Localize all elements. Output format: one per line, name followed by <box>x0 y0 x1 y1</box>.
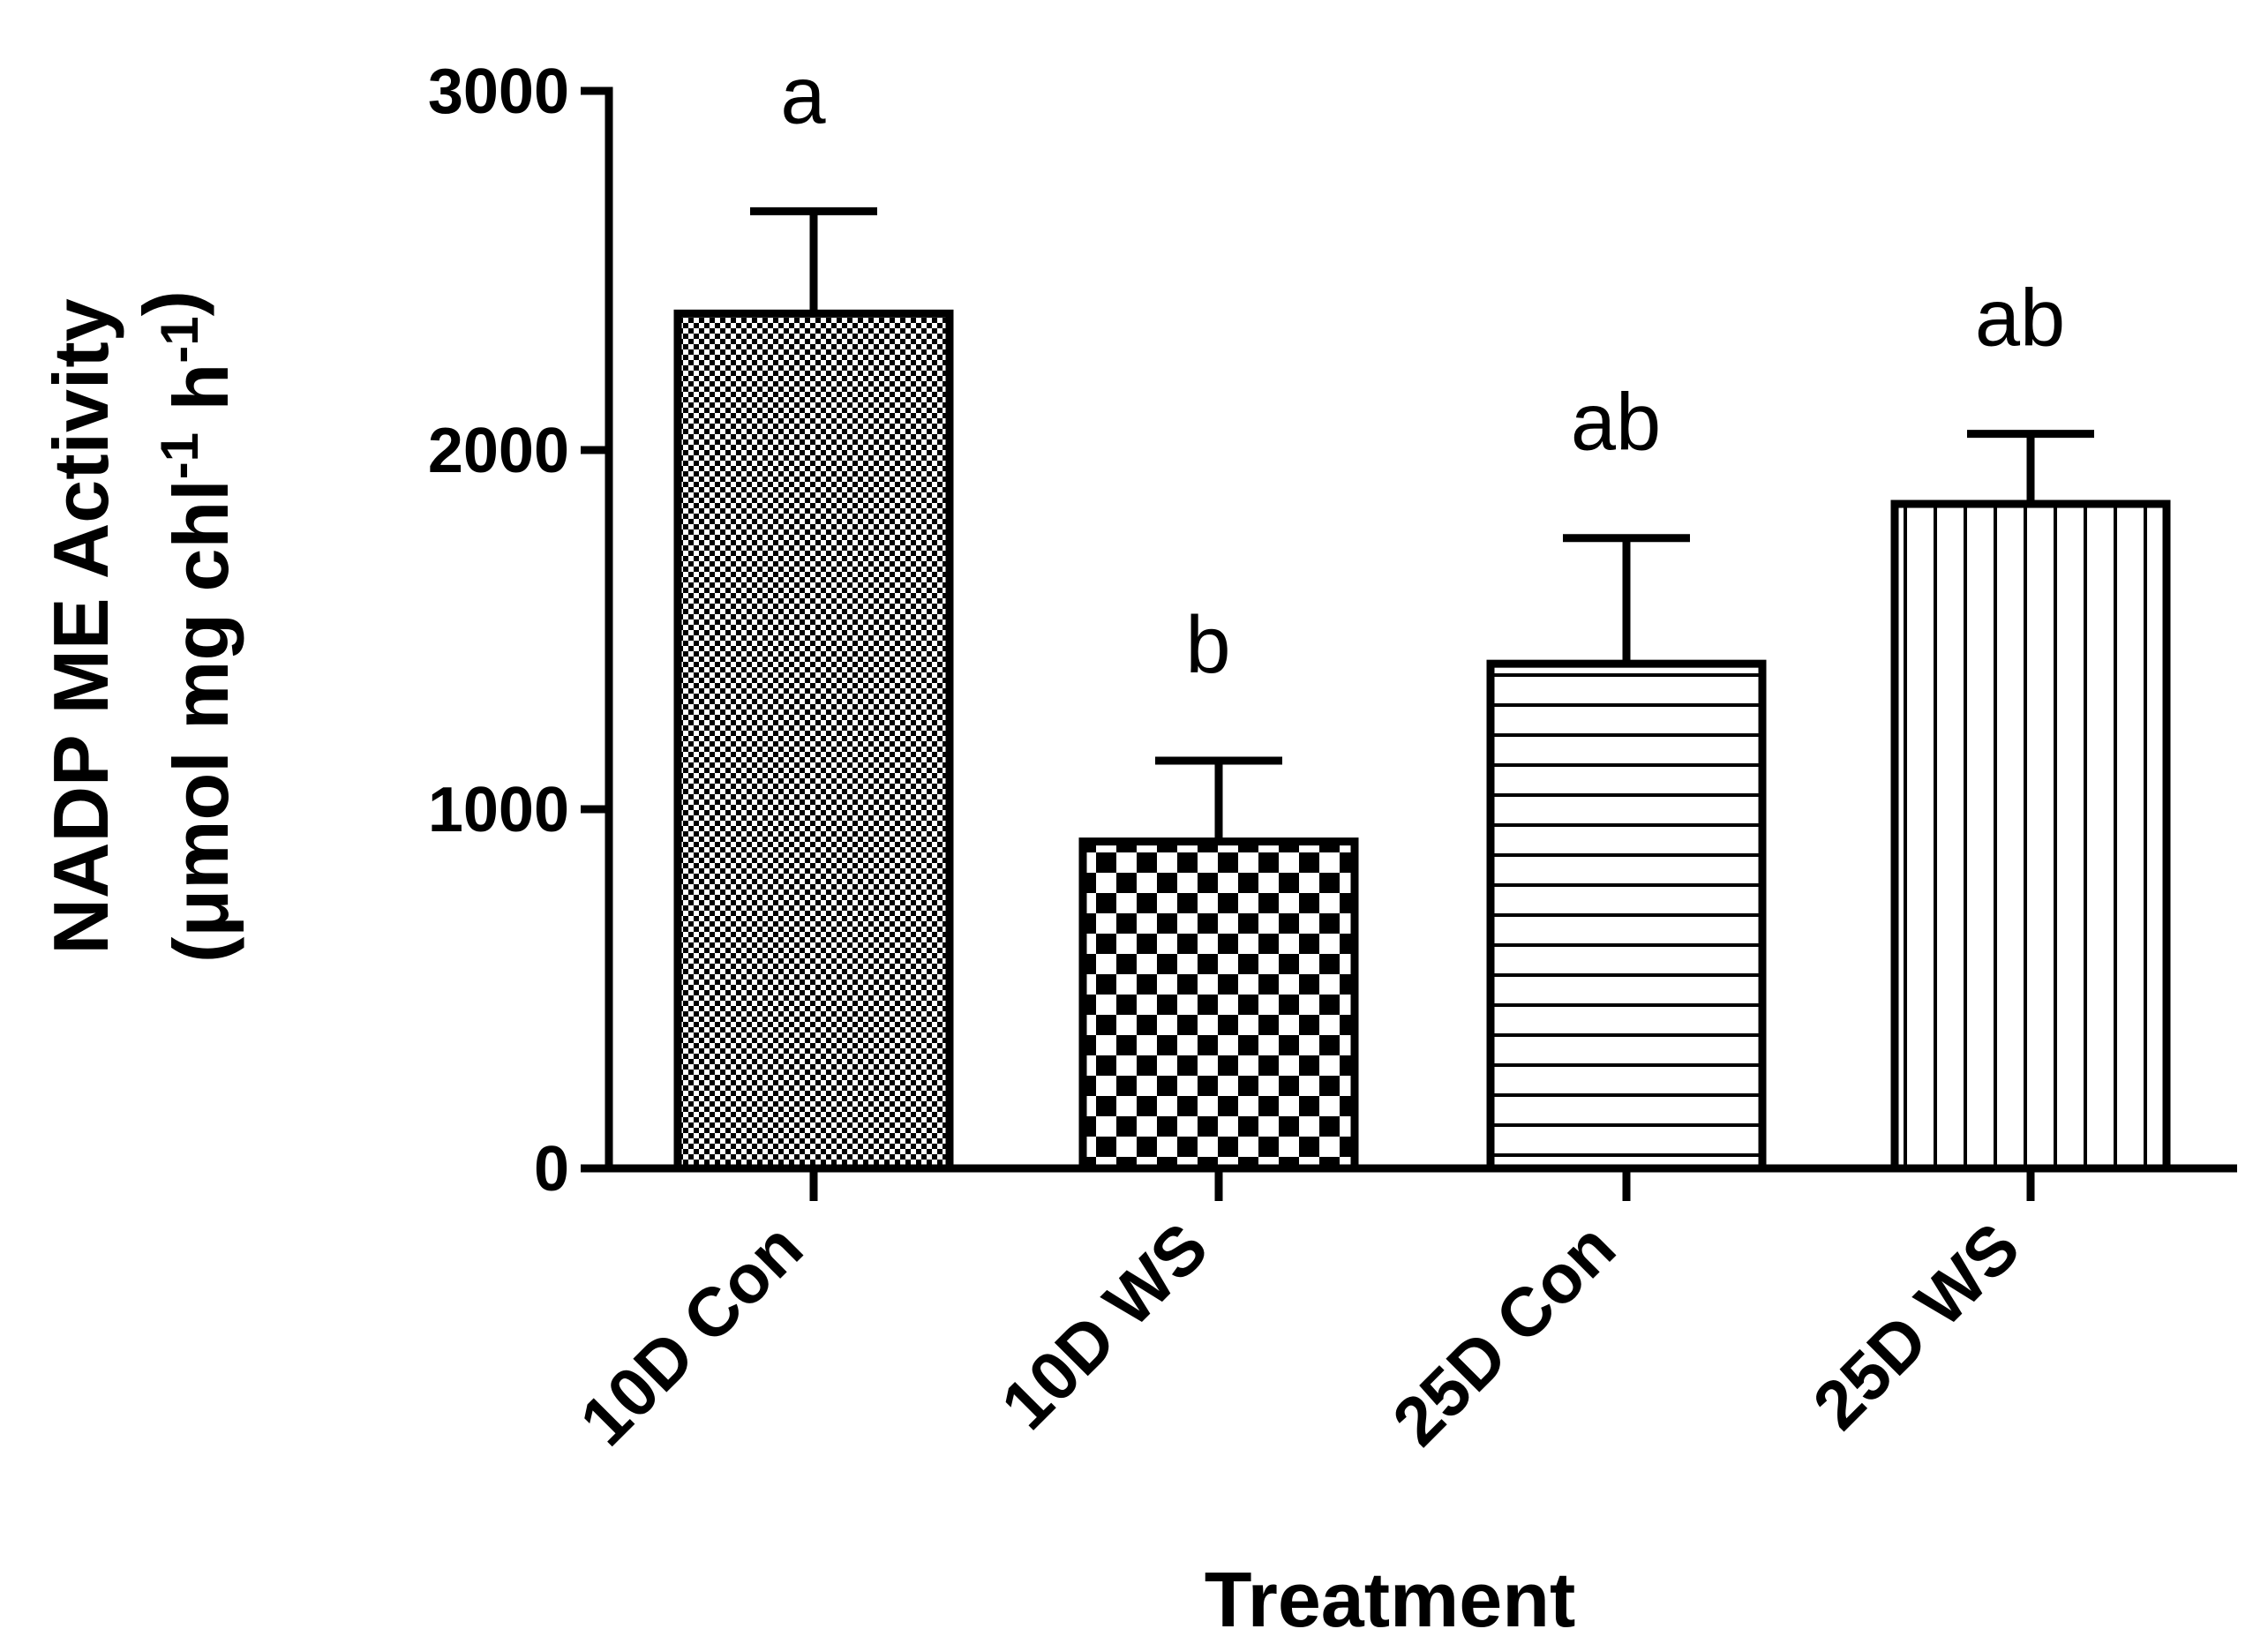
x-tick-label: 25D WS <box>1798 1208 2034 1445</box>
y-tick-label: 3000 <box>428 56 569 127</box>
bar <box>673 309 954 1173</box>
y-tick-label: 2000 <box>428 416 569 486</box>
x-axis: 10D Con 10D WS 25D Con 25D WS <box>565 1164 2237 1460</box>
y-axis-unit-close: ) <box>127 290 214 316</box>
y-axis-title: NADP ME Activity (μmol mg chl-1 h-1) <box>37 290 244 963</box>
y-axis-unit-sup1: -1 <box>150 432 209 479</box>
y-tick-label: 1000 <box>428 775 569 845</box>
y-tick-label: 0 <box>534 1134 569 1205</box>
x-tick-label: 25D Con <box>1378 1208 1630 1460</box>
x-axis-title: Treatment <box>1205 1556 1576 1643</box>
x-tick-label: 10D Con <box>565 1208 817 1460</box>
significance-label: a <box>780 50 826 140</box>
y-axis-unit-mid: h <box>157 364 244 432</box>
y-axis-unit-pre: (μmol mg chl <box>157 479 244 963</box>
significance-label: ab <box>1571 378 1661 468</box>
y-axis: 0 1000 2000 3000 <box>428 56 613 1205</box>
y-axis-title-line1: NADP ME Activity <box>37 298 124 954</box>
significance-label: b <box>1185 600 1230 690</box>
bar <box>1486 659 1767 1173</box>
bar <box>1890 499 2171 1173</box>
y-axis-unit-sup2: -1 <box>150 316 209 363</box>
significance-label: ab <box>1975 274 2065 364</box>
y-axis-title-line2: (μmol mg chl-1 h-1) <box>127 290 244 963</box>
x-tick-label: 10D WS <box>986 1208 1222 1445</box>
bar <box>1078 837 1359 1173</box>
